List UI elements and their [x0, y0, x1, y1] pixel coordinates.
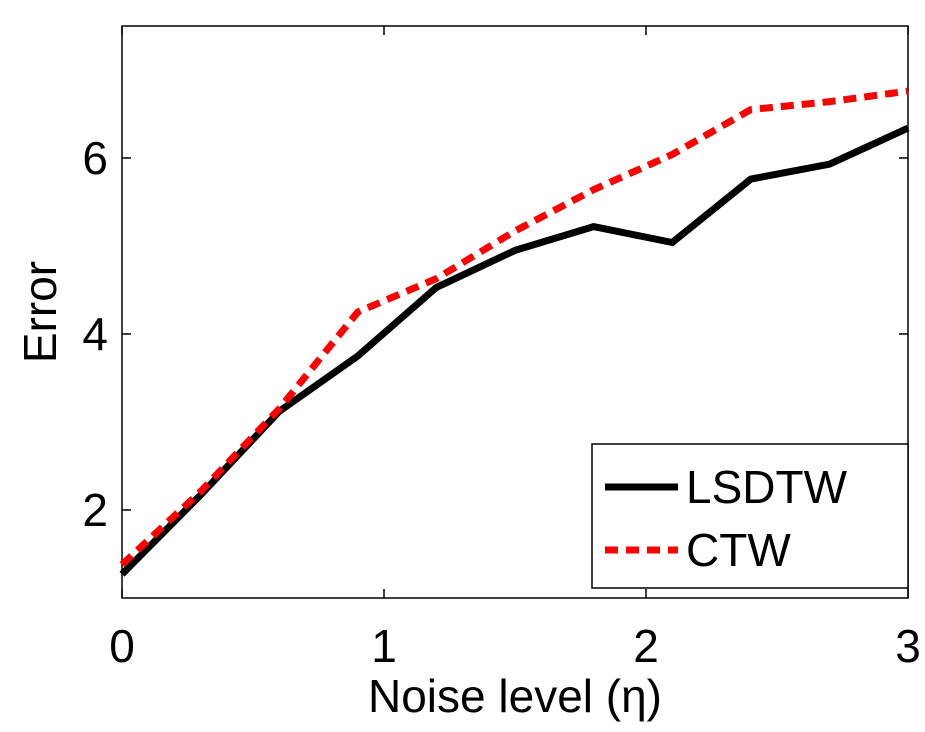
legend-box — [591, 443, 909, 589]
legend: LSDTW CTW — [591, 443, 909, 589]
y-tick-labels: 2 4 6 — [82, 132, 108, 536]
y-axis-title: Error — [14, 261, 66, 363]
x-tick-label: 1 — [371, 620, 397, 672]
x-tick-label: 2 — [633, 620, 659, 672]
legend-label-lsdtw: LSDTW — [686, 461, 848, 513]
x-tick-label: 3 — [895, 620, 921, 672]
legend-label-ctw: CTW — [686, 524, 791, 576]
y-tick-label: 4 — [82, 308, 108, 360]
x-tick-label: 0 — [109, 620, 135, 672]
x-tick-labels: 0 1 2 3 — [109, 620, 921, 672]
y-tick-label: 6 — [82, 132, 108, 184]
series-layer — [119, 87, 910, 577]
x-axis-title: Noise level (η) — [368, 670, 662, 722]
y-tick-label: 2 — [82, 484, 108, 536]
